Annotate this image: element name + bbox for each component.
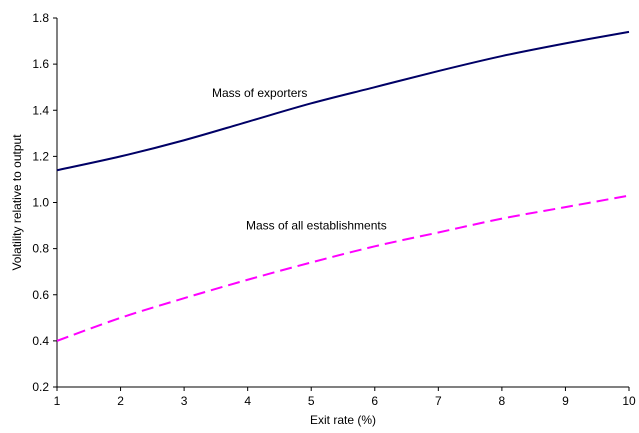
x-tick-label: 7 [435, 394, 442, 408]
x-tick-label: 10 [622, 394, 636, 408]
y-tick-label: 1.2 [32, 149, 49, 163]
x-axis-ticks: 1 2 3 4 5 6 7 8 9 10 [54, 387, 636, 408]
x-axis-title: Exit rate (%) [310, 413, 376, 427]
series-line-mass-of-all-establishments [56, 194, 630, 342]
y-tick-label: 1.8 [32, 11, 49, 25]
x-tick-label: 6 [371, 394, 378, 408]
annotation-mass-of-exporters: Mass of exporters [212, 86, 307, 100]
y-tick-label: 1.4 [32, 103, 49, 117]
x-tick-label: 5 [308, 394, 315, 408]
series-line-mass-of-exporters [56, 30, 630, 172]
y-tick-label: 0.8 [32, 242, 49, 256]
x-tick-label: 8 [499, 394, 506, 408]
x-tick-label: 1 [54, 394, 61, 408]
annotation-mass-of-all-establishments: Mass of all establishments [246, 219, 387, 233]
y-tick-label: 0.4 [32, 334, 49, 348]
series-layer [56, 30, 630, 342]
x-tick-label: 2 [117, 394, 124, 408]
y-tick-label: 1.6 [32, 57, 49, 71]
y-axis-ticks: 0.2 0.4 0.6 0.8 1.0 1.2 1.4 1.6 1.8 [32, 11, 57, 394]
x-tick-label: 3 [181, 394, 188, 408]
y-tick-label: 0.2 [32, 380, 49, 394]
y-axis-title: Volatility relative to output [10, 134, 24, 271]
y-tick-label: 0.6 [32, 288, 49, 302]
x-tick-label: 9 [562, 394, 569, 408]
x-tick-label: 4 [244, 394, 251, 408]
y-tick-label: 1.0 [32, 196, 49, 210]
